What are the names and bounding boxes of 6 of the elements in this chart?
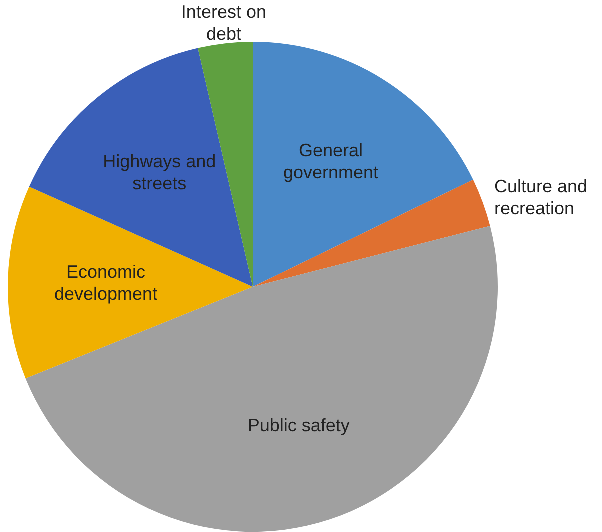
slice-label: Interest on debt <box>181 2 266 44</box>
slice-label: Economic development <box>54 262 158 304</box>
slice-label: Public safety <box>248 416 350 436</box>
slice-label: General government <box>283 140 379 182</box>
slice-label: Highways and streets <box>103 151 216 194</box>
slice-label: Culture and recreation <box>494 176 588 218</box>
